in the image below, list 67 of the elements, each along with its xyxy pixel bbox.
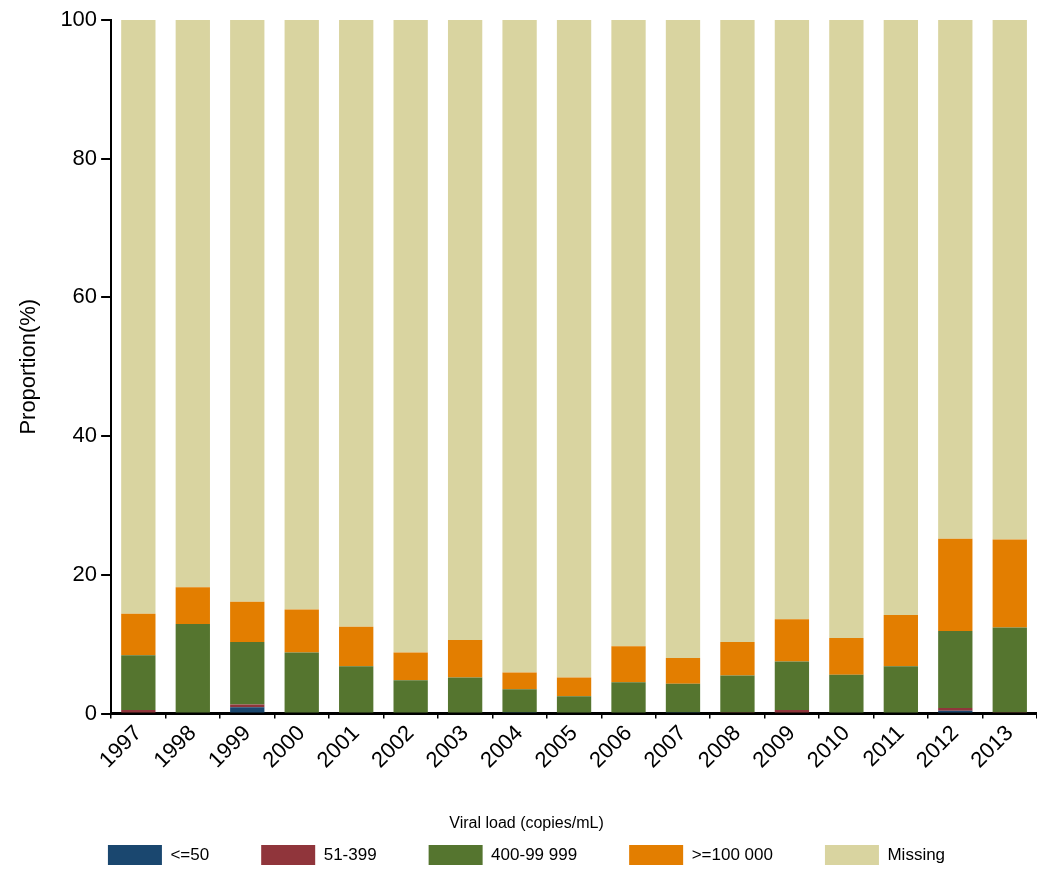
bar bbox=[230, 20, 265, 602]
bar bbox=[393, 652, 428, 681]
legend-label: Missing bbox=[887, 844, 946, 864]
bar bbox=[829, 20, 864, 638]
y-tick-label: 100 bbox=[60, 6, 98, 32]
y-axis-title: Proportion(%) bbox=[15, 298, 41, 435]
bar bbox=[175, 587, 210, 625]
legend-label: >=100 000 bbox=[691, 844, 773, 864]
bar bbox=[720, 20, 755, 643]
bar bbox=[393, 680, 428, 713]
bar bbox=[502, 672, 537, 690]
bar bbox=[665, 20, 701, 659]
legend-label: 51-399 bbox=[323, 844, 377, 864]
bar bbox=[938, 538, 973, 631]
bar bbox=[938, 631, 973, 708]
bar bbox=[829, 637, 864, 675]
bar bbox=[556, 20, 592, 678]
bar bbox=[774, 710, 810, 713]
y-tick-label: 0 bbox=[84, 699, 98, 725]
bar bbox=[175, 624, 210, 713]
legend-title: Viral load (copies/mL) bbox=[449, 814, 604, 832]
bar bbox=[665, 658, 701, 684]
y-tick-label: 60 bbox=[72, 283, 98, 309]
bar bbox=[829, 674, 864, 713]
y-tick-label: 40 bbox=[72, 422, 98, 448]
bar bbox=[339, 626, 374, 667]
bar bbox=[502, 689, 537, 713]
bar bbox=[121, 655, 156, 711]
bar bbox=[175, 20, 210, 588]
bar bbox=[556, 696, 592, 713]
bar bbox=[992, 539, 1027, 628]
bar bbox=[447, 20, 483, 641]
bar bbox=[774, 619, 810, 662]
bar bbox=[665, 683, 701, 713]
bar bbox=[230, 707, 265, 713]
bar bbox=[720, 642, 755, 676]
bar bbox=[284, 652, 319, 713]
bar bbox=[883, 20, 918, 616]
bar bbox=[284, 609, 319, 653]
legend-label: <=50 bbox=[170, 844, 210, 864]
bar bbox=[611, 20, 646, 647]
bar bbox=[611, 682, 646, 713]
y-tick-label: 80 bbox=[72, 144, 98, 170]
bar bbox=[502, 20, 537, 673]
bar bbox=[121, 613, 156, 656]
bar bbox=[938, 20, 973, 539]
bar bbox=[230, 601, 265, 643]
bar bbox=[774, 661, 810, 711]
y-tick-label: 20 bbox=[72, 560, 98, 586]
bar bbox=[611, 646, 646, 683]
bar bbox=[992, 627, 1027, 713]
legend-label: 400-99 999 bbox=[491, 844, 578, 864]
bar bbox=[447, 677, 483, 713]
bar bbox=[339, 20, 374, 627]
bar bbox=[883, 615, 918, 667]
bar bbox=[393, 20, 428, 653]
bar bbox=[447, 640, 483, 678]
bar bbox=[992, 20, 1027, 540]
bar bbox=[339, 666, 374, 713]
bar bbox=[230, 642, 265, 705]
bar bbox=[774, 20, 810, 620]
bar bbox=[284, 20, 319, 610]
bar bbox=[556, 677, 592, 697]
bar bbox=[121, 20, 156, 614]
bar bbox=[121, 710, 156, 713]
bar bbox=[720, 675, 755, 713]
bar bbox=[883, 666, 918, 713]
